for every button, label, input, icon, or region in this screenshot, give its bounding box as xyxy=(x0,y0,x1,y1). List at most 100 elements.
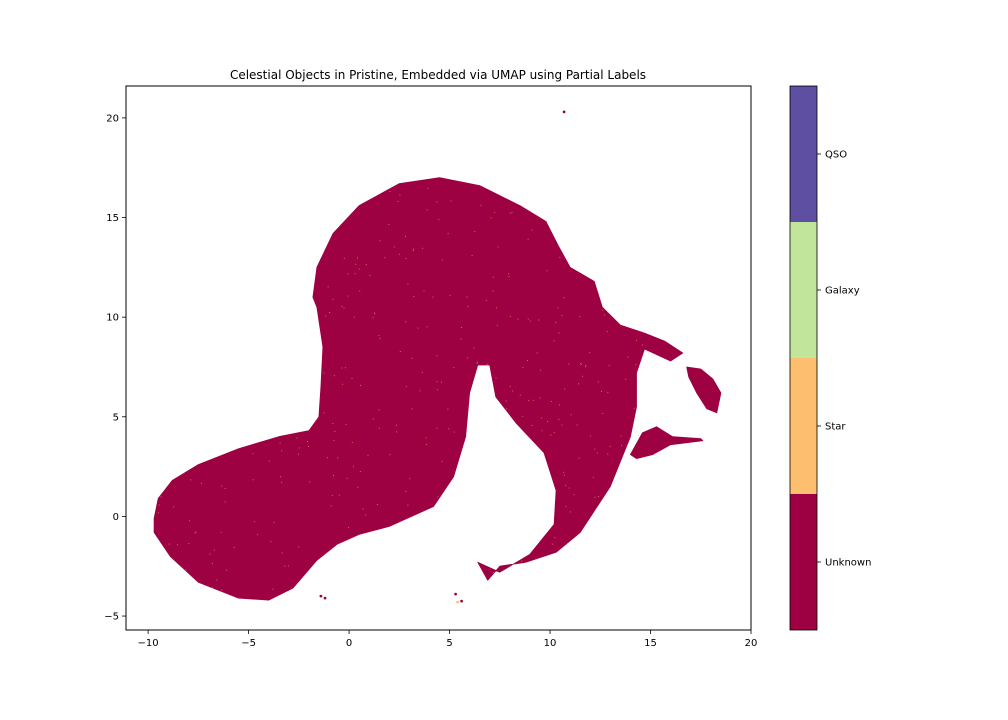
star-speck xyxy=(233,546,235,548)
star-speck xyxy=(256,534,258,536)
star-speck xyxy=(280,476,282,478)
star-speck xyxy=(477,361,478,363)
star-speck xyxy=(279,442,281,444)
star-speck xyxy=(633,407,635,409)
star-speck xyxy=(553,340,555,342)
scatter-point xyxy=(460,599,463,603)
star-speck xyxy=(188,543,190,545)
star-speck xyxy=(608,365,610,367)
star-speck xyxy=(460,338,462,340)
star-speck xyxy=(194,532,196,534)
star-speck xyxy=(323,412,325,414)
star-speck xyxy=(480,204,482,206)
star-speck xyxy=(362,508,364,510)
star-speck xyxy=(323,372,325,374)
star-speck xyxy=(348,527,350,529)
star-speck xyxy=(341,367,343,369)
star-speck xyxy=(437,496,439,498)
star-speck xyxy=(539,397,541,399)
star-speck xyxy=(374,313,376,315)
star-speck xyxy=(471,255,473,257)
star-speck xyxy=(532,399,534,401)
star-speck xyxy=(158,504,160,506)
scatter-regions xyxy=(153,177,722,601)
star-speck xyxy=(409,478,411,480)
star-speck xyxy=(453,431,455,433)
star-speck xyxy=(337,457,339,459)
star-speck xyxy=(379,240,381,242)
star-speck xyxy=(273,522,275,524)
star-speck xyxy=(173,506,175,508)
star-speck xyxy=(558,418,560,420)
star-speck xyxy=(550,434,552,436)
colorbar: Unknown Star Galaxy QSO xyxy=(789,85,871,631)
star-speck xyxy=(625,378,627,380)
star-speck xyxy=(486,299,488,301)
star-speck xyxy=(252,453,254,455)
star-speck xyxy=(272,588,274,590)
scatter-point xyxy=(454,592,457,596)
star-speck xyxy=(405,490,407,492)
star-speck xyxy=(359,290,361,292)
star-speck xyxy=(298,447,300,449)
star-speck xyxy=(298,546,300,548)
star-speck xyxy=(559,257,561,258)
star-speck xyxy=(606,331,608,333)
star-speck xyxy=(604,314,606,316)
star-speck xyxy=(332,298,334,300)
star-speck xyxy=(585,364,587,366)
x-tick-label: 5 xyxy=(446,638,452,649)
star-speck xyxy=(354,273,356,275)
star-speck xyxy=(432,296,434,298)
star-speck xyxy=(212,587,214,589)
star-speck xyxy=(450,200,452,202)
x-tick-label: 20 xyxy=(745,638,758,649)
star-speck xyxy=(369,274,371,276)
star-speck xyxy=(351,378,353,379)
star-speck xyxy=(338,494,340,496)
star-speck xyxy=(568,487,570,489)
star-speck xyxy=(490,217,492,219)
star-speck xyxy=(359,471,361,473)
y-tick-label: −5 xyxy=(104,612,119,623)
star-speck xyxy=(527,238,529,240)
star-speck xyxy=(519,394,521,396)
star-speck xyxy=(527,318,529,320)
star-speck xyxy=(378,409,380,411)
star-speck xyxy=(342,383,344,385)
star-speck xyxy=(441,259,443,261)
star-speck xyxy=(412,250,414,251)
star-speck xyxy=(550,401,552,402)
colorbar-label: Galaxy xyxy=(825,286,860,297)
star-speck xyxy=(327,286,329,288)
star-speck xyxy=(436,355,438,357)
colorbar-segment-qso xyxy=(790,86,817,222)
star-speck xyxy=(476,362,478,364)
star-speck xyxy=(307,441,308,443)
region-small-island xyxy=(630,426,704,460)
star-speck xyxy=(422,247,424,249)
star-speck xyxy=(559,404,561,406)
star-speck xyxy=(547,421,549,422)
star-speck xyxy=(508,276,510,277)
star-speck xyxy=(563,297,565,299)
star-speck xyxy=(252,479,254,481)
star-speck xyxy=(168,543,170,545)
star-speck xyxy=(492,290,494,292)
star-speck xyxy=(329,312,331,313)
star-speck xyxy=(579,316,581,317)
star-speck xyxy=(357,257,358,259)
star-speck xyxy=(384,257,386,259)
star-speck xyxy=(270,541,272,543)
star-speck xyxy=(176,544,178,546)
star-speck xyxy=(598,496,600,498)
star-speck xyxy=(347,273,349,275)
scatter-point xyxy=(456,600,459,604)
star-speck xyxy=(268,460,270,462)
star-speck xyxy=(396,431,398,433)
star-speck xyxy=(211,563,213,564)
scatter-point xyxy=(319,594,323,598)
star-speck xyxy=(557,307,559,309)
star-speck xyxy=(527,360,528,361)
star-speck xyxy=(492,276,494,278)
